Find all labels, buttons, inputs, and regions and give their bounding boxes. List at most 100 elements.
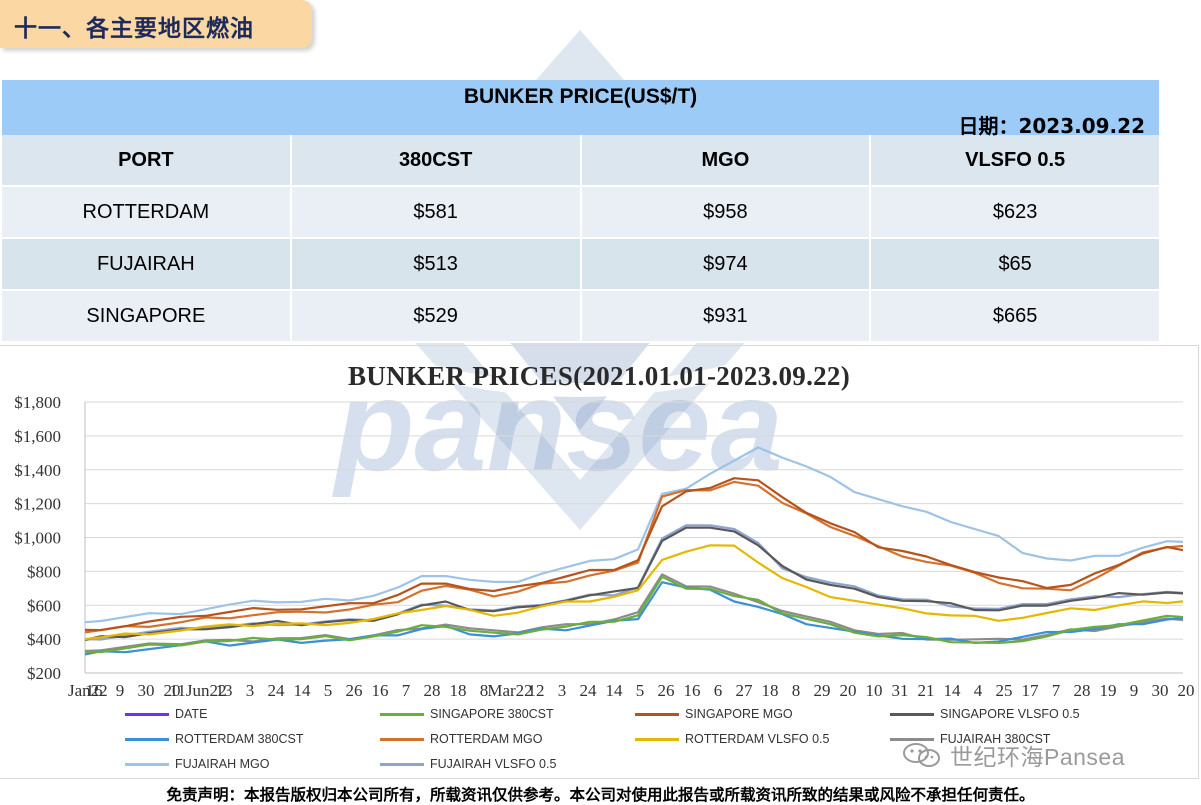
series-line — [84, 480, 1184, 634]
column-header-vlsfo: VLSFO 0.5 — [871, 135, 1159, 187]
legend-item: ROTTERDAM 380CST — [125, 729, 304, 749]
legend-label: SINGAPORE VLSFO 0.5 — [940, 707, 1080, 721]
x-tick-label: 29 — [814, 681, 831, 700]
x-tick-label: 27 — [736, 681, 754, 700]
x-tick-label: 8 — [480, 681, 489, 700]
table-row: FUJAIRAH $513 $974 $65 — [2, 239, 1159, 291]
legend-item: FUJAIRAH MGO — [125, 754, 269, 774]
x-tick-label: 24 — [580, 681, 598, 700]
x-tick-label: 16 — [684, 681, 701, 700]
x-tick-label: 17 — [1022, 681, 1040, 700]
series-line — [84, 581, 1184, 656]
x-tick-label: 5 — [636, 681, 645, 700]
series-line — [84, 526, 1184, 642]
table-date: 日期：2023.09.22 — [958, 114, 1145, 138]
x-tick-label: 7 — [402, 681, 411, 700]
x-tick-label: 20 — [1178, 681, 1195, 700]
legend-swatch — [125, 737, 169, 741]
legend-item: SINGAPORE VLSFO 0.5 — [890, 704, 1080, 724]
price-cell: $513 — [291, 239, 582, 291]
table-row: SINGAPORE $529 $931 $665 — [2, 291, 1159, 343]
legend-label: ROTTERDAM MGO — [430, 732, 543, 746]
x-tick-label: 6 — [714, 681, 723, 700]
chart-title: BUNKER PRICES(2021.01.01-2023.09.22) — [347, 361, 851, 391]
column-header-mgo: MGO — [581, 135, 872, 187]
table-title: BUNKER PRICE(US$/T) — [463, 85, 698, 108]
legend-item: ROTTERDAM VLSFO 0.5 — [635, 729, 829, 749]
x-tick-label: 9 — [116, 681, 125, 700]
x-tick-label: 20 — [840, 681, 857, 700]
y-tick-label: $1,000 — [14, 529, 61, 548]
watermark-text: pansea — [332, 352, 783, 498]
series-line — [84, 446, 1184, 624]
price-cell: $665 — [871, 291, 1159, 343]
x-tick-label: 21 — [918, 681, 935, 700]
legend-item: DATE — [125, 704, 207, 724]
x-tick-label: 20 — [164, 681, 181, 700]
x-tick-label: 30 — [138, 681, 155, 700]
wechat-icon — [903, 743, 940, 767]
table-row: ROTTERDAM $581 $958 $623 — [2, 187, 1159, 239]
x-tick-label: 28 — [424, 681, 441, 700]
legend-swatch — [125, 762, 169, 766]
column-header-380cst: 380CST — [291, 135, 582, 187]
price-cell: $529 — [291, 291, 582, 343]
column-header-port: PORT — [2, 135, 292, 187]
x-tick-label: 8 — [792, 681, 801, 700]
chart-legend: DATE SINGAPORE 380CST SINGAPORE MGO SINGAPO… — [125, 704, 1185, 776]
chart-title-wrap: BUNKER PRICES(2021.01.01-2023.09.22) — [0, 345, 1198, 405]
x-tick-label: 14 — [606, 681, 624, 700]
x-tick-label: Jan22 — [68, 681, 108, 700]
y-tick-label: $1,400 — [14, 461, 61, 480]
legend-label: SINGAPORE 380CST — [430, 707, 554, 721]
series-line — [84, 544, 1184, 641]
disclaimer-text: 免责声明：本报告版权归本公司所有，所载资讯仅供参考。本公司对使用此报告或所载资讯… — [166, 786, 1035, 804]
chart-frame — [0, 345, 1199, 779]
section-title: 十一、各主要地区燃油 — [14, 16, 254, 42]
x-tick-label: 5 — [324, 681, 333, 700]
x-tick-label: 12 — [528, 681, 545, 700]
legend-swatch — [380, 737, 424, 741]
legend-label: DATE — [175, 707, 208, 721]
legend-item: FUJAIRAH VLSFO 0.5 — [380, 754, 556, 774]
legend-item: SINGAPORE 380CST — [380, 704, 554, 724]
x-tick-label: 3 — [558, 681, 567, 700]
port-cell: SINGAPORE — [2, 291, 292, 343]
x-tick-label: 14 — [294, 681, 312, 700]
price-cell: $65 — [871, 239, 1159, 291]
brand-label: 世纪环海Pansea — [950, 744, 1126, 770]
legend-label: FUJAIRAH 380CST — [940, 732, 1051, 746]
y-tick-label: $1,600 — [14, 427, 61, 446]
x-tick-label: 9 — [1130, 681, 1139, 700]
series-line — [84, 477, 1184, 632]
x-tick-label: 24 — [268, 681, 286, 700]
x-tick-label: 31 — [892, 681, 909, 700]
legend-swatch — [380, 712, 424, 716]
legend-swatch — [890, 737, 934, 741]
price-cell: $623 — [871, 187, 1159, 239]
x-tick-label: 19 — [1100, 681, 1117, 700]
x-tick-label: 26 — [346, 681, 363, 700]
legend-label: SINGAPORE MGO — [685, 707, 793, 721]
legend-item: ROTTERDAM MGO — [380, 729, 543, 749]
brand-badge: 世纪环海Pansea — [902, 738, 1125, 772]
legend-swatch — [890, 712, 934, 716]
legend-item: SINGAPORE MGO — [635, 704, 793, 724]
x-tick-label: 18 — [450, 681, 467, 700]
x-tick-label: Mar22 — [487, 681, 532, 700]
price-cell: $931 — [581, 291, 872, 343]
legend-item: FUJAIRAH 380CST — [890, 729, 1050, 749]
bunker-price-table: BUNKER PRICE(US$/T) 日期：2023.09.22 PORT 3… — [2, 80, 1159, 343]
legend-label: FUJAIRAH VLSFO 0.5 — [430, 757, 557, 771]
x-tick-label: 3 — [246, 681, 255, 700]
x-tick-label: 26 — [658, 681, 675, 700]
legend-swatch — [125, 712, 169, 716]
legend-swatch — [380, 762, 424, 766]
y-tick-label: $400 — [27, 630, 61, 649]
table-column-headers: PORT 380CST MGO VLSFO 0.5 — [2, 135, 1159, 187]
legend-label: ROTTERDAM VLSFO 0.5 — [685, 732, 830, 746]
y-tick-label: $600 — [27, 596, 61, 615]
section-tab: 十一、各主要地区燃油 — [0, 0, 312, 48]
legend-swatch — [635, 737, 679, 741]
